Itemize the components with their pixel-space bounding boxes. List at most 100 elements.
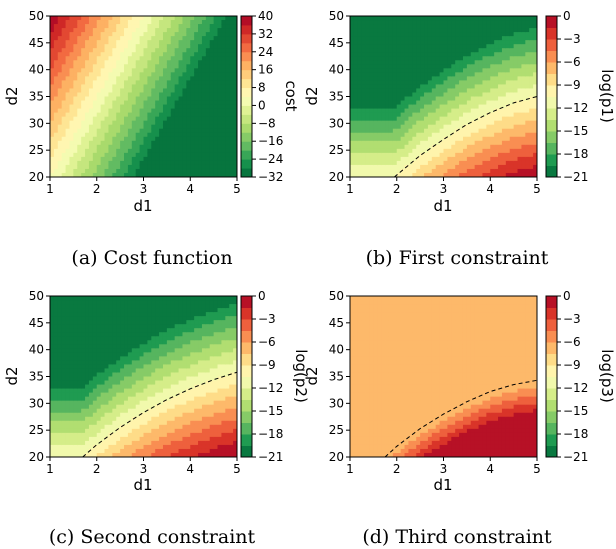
heatmap-cell bbox=[116, 312, 121, 317]
heatmap-cell bbox=[92, 52, 98, 57]
heatmap-cell bbox=[388, 124, 394, 130]
heatmap-cell bbox=[416, 40, 421, 45]
heatmap-cell bbox=[517, 164, 523, 170]
heatmap-cell bbox=[455, 16, 460, 21]
heatmap-cell bbox=[459, 148, 464, 154]
heatmap-cell bbox=[77, 36, 82, 41]
heatmap-cell bbox=[88, 312, 94, 317]
heatmap-cell bbox=[194, 80, 199, 86]
heatmap-cell bbox=[88, 140, 94, 146]
heatmap-cell bbox=[174, 16, 180, 21]
heatmap-cell bbox=[420, 160, 425, 166]
heatmap-cell bbox=[108, 376, 113, 382]
heatmap-cell bbox=[116, 372, 121, 378]
heatmap-cell bbox=[466, 44, 472, 49]
heatmap-cell bbox=[373, 44, 378, 49]
heatmap-cell bbox=[357, 136, 363, 142]
heatmap-cell bbox=[478, 36, 484, 41]
heatmap-cell bbox=[73, 296, 78, 301]
heatmap-cell bbox=[57, 428, 63, 434]
heatmap-cell bbox=[424, 148, 429, 154]
heatmap-cell bbox=[217, 48, 223, 53]
heatmap-cell bbox=[435, 172, 441, 177]
heatmap-cell bbox=[104, 112, 110, 118]
heatmap-cell bbox=[416, 100, 421, 106]
heatmap-cell bbox=[365, 76, 371, 82]
heatmap-cell bbox=[53, 404, 59, 410]
heatmap-cell bbox=[53, 92, 59, 98]
colorbar-band bbox=[241, 141, 252, 151]
heatmap-cell bbox=[174, 44, 180, 49]
heatmap-cell bbox=[233, 104, 237, 110]
heatmap-cell bbox=[139, 64, 145, 69]
heatmap-cell bbox=[178, 136, 184, 142]
colorbar-band bbox=[241, 132, 252, 142]
heatmap-cell bbox=[139, 40, 145, 45]
heatmap-cell bbox=[88, 412, 94, 418]
heatmap-cell bbox=[190, 52, 195, 57]
heatmap-cell bbox=[209, 60, 215, 65]
heatmap-cell bbox=[529, 36, 534, 41]
heatmap-cell bbox=[147, 104, 152, 110]
heatmap-cell bbox=[478, 172, 484, 177]
heatmap-cell bbox=[77, 352, 82, 357]
heatmap-cell bbox=[85, 388, 90, 394]
heatmap-cell bbox=[124, 124, 129, 130]
heatmap-cell bbox=[420, 60, 425, 65]
heatmap-cell bbox=[151, 64, 156, 69]
heatmap-cell bbox=[120, 332, 125, 337]
heatmap-cell bbox=[533, 112, 537, 118]
heatmap-cell bbox=[377, 48, 382, 53]
heatmap-cell bbox=[462, 148, 468, 154]
heatmap-cell bbox=[81, 156, 86, 162]
heatmap-cell bbox=[135, 392, 141, 398]
heatmap-cell bbox=[525, 128, 530, 134]
heatmap-cell bbox=[513, 40, 519, 45]
heatmap-cell bbox=[447, 56, 452, 61]
heatmap-cell bbox=[474, 16, 480, 21]
heatmap-cell bbox=[217, 140, 223, 146]
heatmap-cell bbox=[229, 128, 234, 134]
heatmap-cell bbox=[124, 336, 129, 341]
heatmap-cell bbox=[533, 16, 537, 21]
heatmap-cell bbox=[81, 52, 86, 57]
heatmap-cell bbox=[96, 396, 102, 402]
heatmap-cell bbox=[209, 24, 215, 29]
heatmap-cell bbox=[424, 36, 429, 41]
heatmap-cell bbox=[361, 92, 367, 98]
heatmap-cell bbox=[81, 32, 86, 37]
heatmap-cell bbox=[100, 144, 106, 150]
heatmap-cell bbox=[131, 436, 137, 442]
heatmap-cell bbox=[513, 172, 519, 177]
heatmap-cell bbox=[205, 136, 211, 142]
heatmap-cell bbox=[400, 172, 406, 177]
heatmap-cell bbox=[498, 168, 503, 174]
heatmap-cell bbox=[486, 24, 491, 29]
heatmap-cell bbox=[365, 148, 371, 154]
heatmap-cell bbox=[369, 40, 374, 45]
heatmap-cell bbox=[100, 52, 106, 57]
heatmap-cell bbox=[139, 332, 145, 337]
heatmap-cell bbox=[81, 60, 86, 65]
heatmap-cell bbox=[85, 44, 90, 49]
heatmap-cell bbox=[65, 76, 71, 82]
heatmap-cell bbox=[201, 172, 207, 177]
heatmap-cell bbox=[521, 84, 526, 90]
heatmap-cell bbox=[182, 168, 187, 174]
heatmap-cell bbox=[143, 372, 148, 378]
heatmap-cell bbox=[198, 156, 203, 162]
heatmap-cell bbox=[147, 136, 152, 142]
heatmap-cell bbox=[365, 164, 371, 170]
heatmap-cell bbox=[369, 128, 374, 134]
heatmap-cell bbox=[81, 376, 86, 382]
heatmap-cell bbox=[116, 80, 121, 86]
heatmap-cell bbox=[178, 52, 184, 57]
heatmap-cell bbox=[435, 20, 441, 25]
heatmap-cell bbox=[525, 76, 530, 82]
heatmap-cell bbox=[420, 80, 425, 86]
heatmap-cell bbox=[435, 108, 441, 114]
heatmap-cell bbox=[104, 72, 110, 77]
heatmap-cell bbox=[198, 116, 203, 122]
heatmap-cell bbox=[353, 44, 359, 49]
heatmap-cell bbox=[178, 48, 184, 53]
